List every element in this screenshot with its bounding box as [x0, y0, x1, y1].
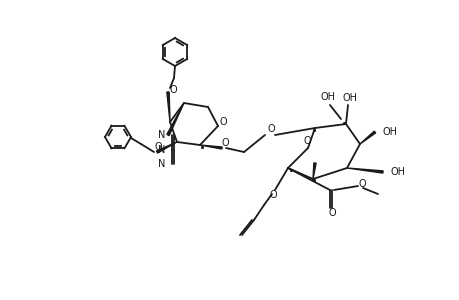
Text: OH: OH [342, 93, 357, 103]
Text: O: O [154, 142, 162, 152]
Text: O: O [221, 138, 228, 148]
Text: N: N [157, 130, 165, 140]
Text: O: O [302, 136, 310, 146]
Polygon shape [156, 142, 177, 153]
Text: O: O [169, 85, 176, 95]
Polygon shape [312, 163, 315, 179]
Polygon shape [200, 145, 222, 149]
Text: O: O [358, 179, 365, 189]
Text: OH: OH [390, 167, 405, 177]
Polygon shape [346, 168, 382, 173]
Polygon shape [167, 103, 184, 136]
Polygon shape [359, 131, 375, 144]
Text: O: O [218, 117, 226, 127]
Polygon shape [167, 92, 170, 122]
Text: OH: OH [320, 92, 335, 102]
Text: O: O [269, 190, 276, 200]
Text: O: O [327, 208, 335, 218]
Text: OH: OH [382, 127, 397, 137]
Text: O: O [267, 124, 274, 134]
Text: N: N [157, 145, 165, 155]
Text: N: N [157, 159, 165, 169]
